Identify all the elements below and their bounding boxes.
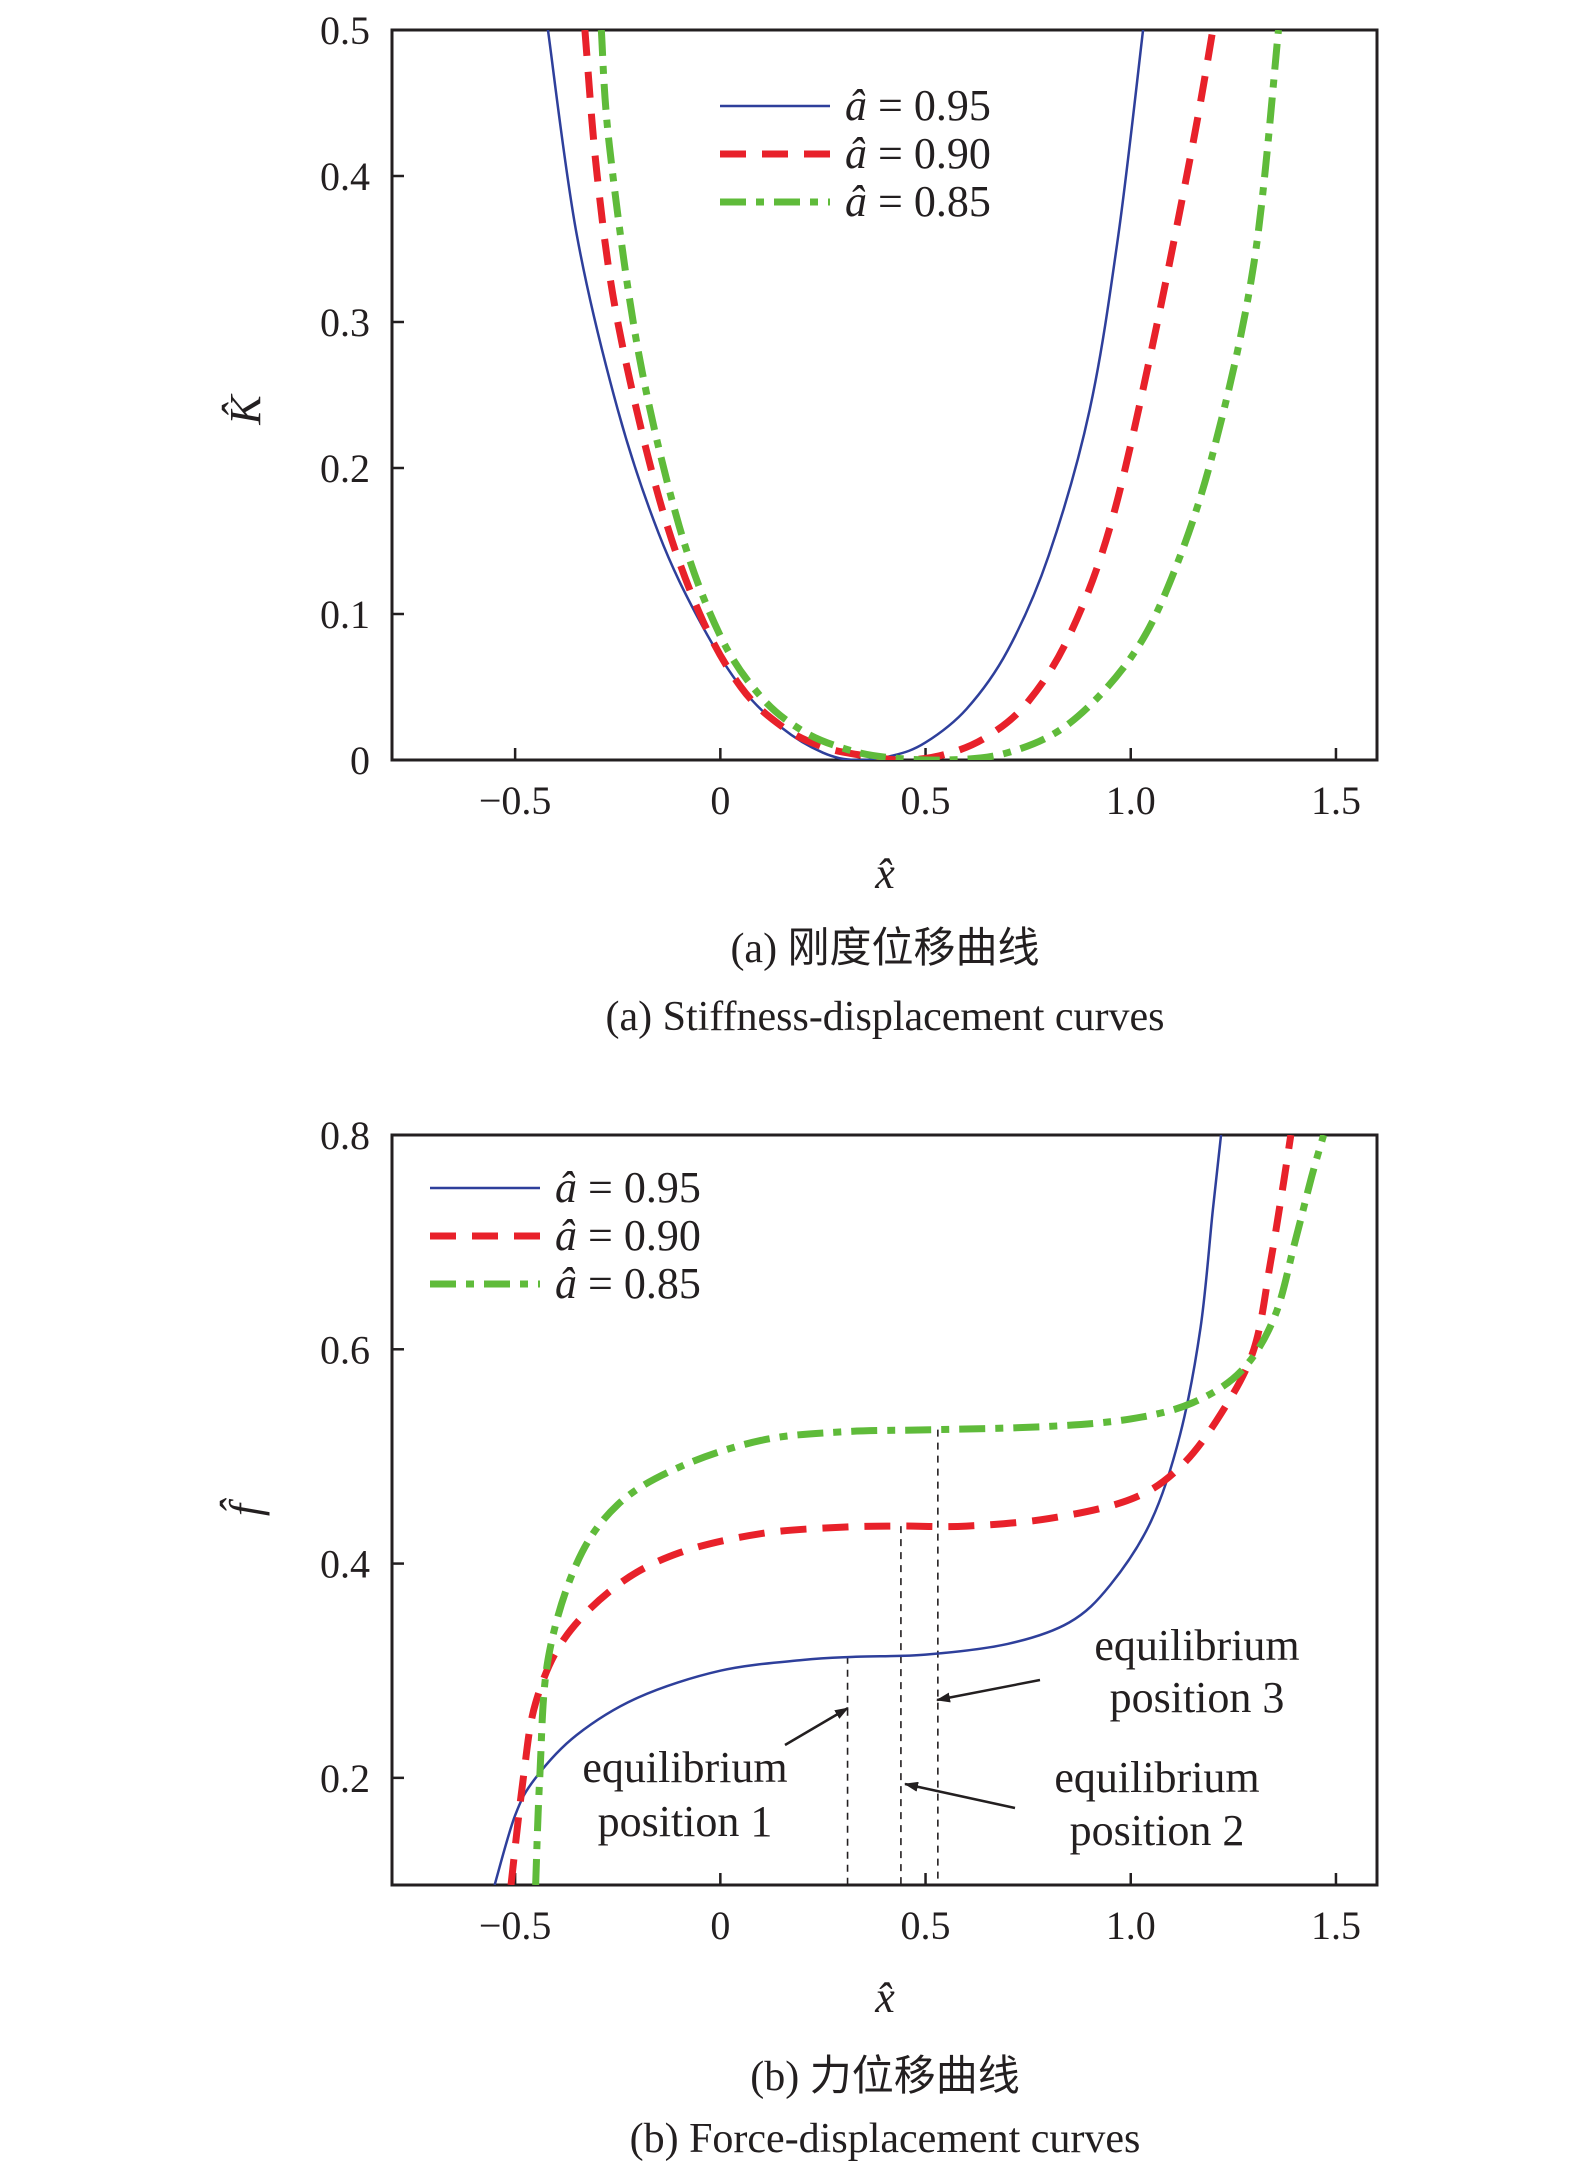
chart-b-xlabel: x̂ [874, 1973, 895, 2022]
x-tick-label: 0 [710, 778, 730, 823]
series-line-3 [597, 30, 1282, 760]
y-tick-label: 0.8 [320, 1113, 370, 1158]
chart-b-ticks: −0.5 0 0.5 1.0 1.5 0.2 0.4 0.6 0.8 [320, 1113, 1361, 1948]
x-tick-label: −0.5 [479, 778, 552, 823]
x-tick-label: 1.5 [1311, 778, 1361, 823]
x-tick-label: 1.5 [1311, 1903, 1361, 1948]
chart-a-caption-en: (a) Stiffness-displacement curves [605, 994, 1164, 1040]
chart-a-ticks: −0.5 0 0.5 1.0 1.5 0 0.1 0.2 0.3 0.4 0.5 [320, 8, 1361, 823]
y-tick-label: 0.2 [320, 1756, 370, 1801]
legend-label-3: â = 0.85 [555, 1259, 701, 1308]
chart-a: −0.5 0 0.5 1.0 1.500.10.20.30.40.5 â = 0.95â… [221, 8, 1379, 1040]
chart-a-caption-cn: (a) 刚度位移曲线 [730, 925, 1039, 972]
chart-b-equilibrium-lines [846, 1429, 939, 1885]
x-tick-label: 1.0 [1106, 1903, 1156, 1948]
y-tick-label: 0.3 [320, 300, 370, 345]
chart-b-curves [493, 1135, 1328, 1885]
annotation-arrow-2 [904, 1781, 1016, 1810]
chart-b: −0.5 0 0.5 1.0 1.50.20.40.60.8 â = 0.95â = 0… [220, 1113, 1379, 2162]
x-tick-label: 0.5 [901, 1903, 951, 1948]
annotation-2-line1: equilibrium [1054, 1753, 1259, 1802]
chart-b-frame [390, 1133, 1379, 1887]
chart-a-ylabel: K̂ [221, 393, 270, 426]
legend-label-3: â = 0.85 [845, 177, 991, 226]
y-tick-label: 0.5 [320, 8, 370, 53]
annotation-1-line2: position 1 [598, 1797, 773, 1846]
annotation-arrow-1 [784, 1706, 849, 1747]
legend-label-2: â = 0.90 [845, 129, 991, 178]
x-tick-label: 0 [710, 1903, 730, 1948]
chart-a-xlabel: x̂ [874, 849, 895, 898]
legend-label-1: â = 0.95 [555, 1163, 701, 1212]
chart-b-legend: â = 0.95â = 0.90â = 0.85 [430, 1163, 701, 1308]
y-tick-label: 0.1 [320, 592, 370, 637]
chart-a-curves [546, 30, 1282, 760]
legend-label-2: â = 0.90 [555, 1211, 701, 1260]
series-line-1 [546, 30, 1145, 760]
annotation-1-line1: equilibrium [582, 1743, 787, 1792]
y-tick-label: 0.6 [320, 1327, 370, 1372]
x-tick-label: −0.5 [479, 1903, 552, 1948]
x-tick-label: 1.0 [1106, 778, 1156, 823]
annotation-3-line2: position 3 [1110, 1673, 1285, 1722]
series-line-1 [493, 1135, 1223, 1885]
y-tick-label: 0 [350, 738, 370, 783]
chart-b-caption-en: (b) Force-displacement curves [630, 2116, 1141, 2162]
annotation-3-line1: equilibrium [1094, 1621, 1299, 1670]
series-line-2 [507, 1135, 1295, 1885]
annotation-arrow-3 [936, 1678, 1041, 1703]
annotation-2-line2: position 2 [1070, 1806, 1245, 1855]
chart-b-caption-cn: (b) 力位移曲线 [750, 2053, 1019, 2100]
chart-a-legend: â = 0.95â = 0.90â = 0.85 [720, 81, 991, 226]
y-tick-label: 0.2 [320, 446, 370, 491]
chart-b-ylabel: f̂ [220, 1497, 270, 1516]
x-tick-label: 0.5 [901, 778, 951, 823]
y-tick-label: 0.4 [320, 1542, 370, 1587]
series-line-3 [532, 1135, 1328, 1885]
legend-label-1: â = 0.95 [845, 81, 991, 130]
y-tick-label: 0.4 [320, 154, 370, 199]
